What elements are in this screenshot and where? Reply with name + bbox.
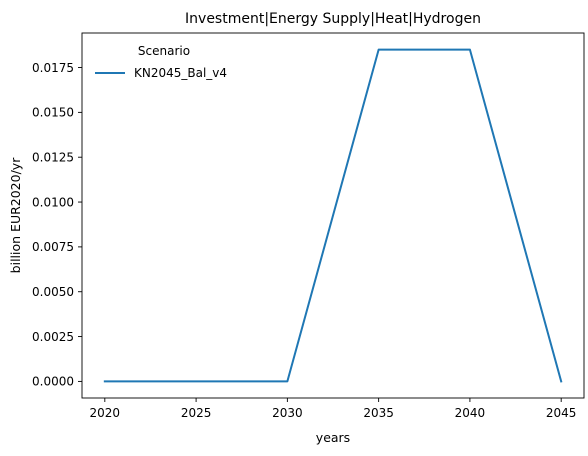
legend-title: Scenario bbox=[138, 44, 190, 58]
chart-title: Investment|Energy Supply|Heat|Hydrogen bbox=[185, 11, 481, 27]
y-tick-label: 0.0100 bbox=[32, 195, 74, 209]
x-tick-label: 2030 bbox=[272, 406, 303, 420]
x-tick-label: 2020 bbox=[90, 406, 121, 420]
y-tick-label: 0.0125 bbox=[32, 151, 74, 165]
x-tick-label: 2025 bbox=[181, 406, 212, 420]
legend: Scenario KN2045_Bal_v4 bbox=[95, 44, 227, 80]
y-tick-label: 0.0175 bbox=[32, 61, 74, 75]
y-tick-label: 0.0150 bbox=[32, 106, 74, 120]
series-layer bbox=[103, 48, 563, 383]
y-tick-label: 0.0050 bbox=[32, 285, 74, 299]
x-axis-label: years bbox=[316, 430, 350, 445]
y-tick-label: 0.0075 bbox=[32, 240, 74, 254]
y-tick-label: 0.0000 bbox=[32, 375, 74, 389]
x-tick-label: 2035 bbox=[363, 406, 394, 420]
plot-frame bbox=[81, 32, 585, 399]
ticks-layer: 2020 2025 2030 2035 2040 2045 0.0000 0.0025 0.00… bbox=[32, 61, 576, 420]
y-tick-label: 0.0025 bbox=[32, 330, 74, 344]
x-tick-label: 2045 bbox=[546, 406, 577, 420]
x-tick-label: 2040 bbox=[455, 406, 486, 420]
y-axis-label: billion EUR2020/yr bbox=[8, 157, 23, 274]
legend-label-kn2045-bal-v4: KN2045_Bal_v4 bbox=[134, 66, 227, 80]
series-line-kn2045-bal-v4 bbox=[103, 48, 563, 383]
